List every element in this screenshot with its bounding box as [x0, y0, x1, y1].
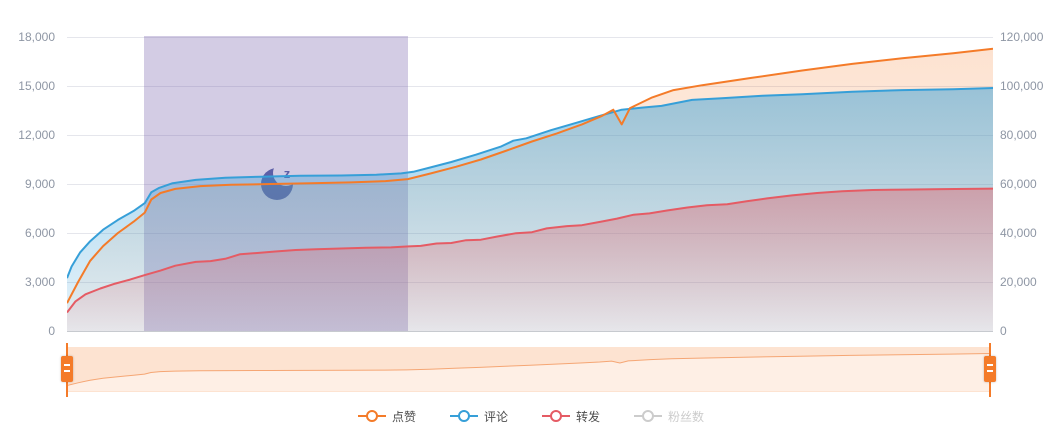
y-axis-right-tick-label: 40,000	[1000, 226, 1037, 240]
datazoom-handle-grip[interactable]	[984, 356, 996, 382]
area-转发	[67, 188, 993, 331]
gridline	[67, 135, 993, 136]
y-axis-right-tick-label: 100,000	[1000, 79, 1044, 93]
y-axis-left-tick-label: 3,000	[24, 275, 55, 289]
datazoom-shadow	[67, 348, 990, 386]
legend-line-icon	[634, 410, 663, 422]
chart-legend: 点赞 评论 转发 粉丝数	[0, 404, 1062, 428]
y-axis-left-tick-label: 0	[48, 324, 55, 338]
svg-text:z: z	[284, 166, 291, 181]
datazoom-handle-grip[interactable]	[61, 356, 73, 382]
gridline	[67, 37, 993, 38]
legend-label: 评论	[483, 409, 508, 424]
y-axis-right-tick-label: 20,000	[1000, 275, 1037, 289]
legend-item-转发[interactable]: 转发	[542, 408, 600, 425]
legend-label: 转发	[576, 409, 601, 424]
gridline	[67, 86, 993, 87]
legend-line-icon	[357, 410, 386, 422]
line-点赞	[67, 47, 993, 304]
line-转发	[67, 187, 993, 314]
y-axis-left-tick-label: 9,000	[24, 177, 55, 191]
y-axis-right-tick-label: 60,000	[1000, 177, 1037, 191]
y-axis-left-tick-label: 15,000	[18, 79, 55, 93]
legend-line-icon	[449, 410, 478, 422]
legend-label: 点赞	[391, 409, 416, 424]
y-axis-right-tick-label: 120,000	[1000, 30, 1044, 44]
y-axis-left-tick-label: 18,000	[18, 30, 55, 44]
y-axis-left-tick-label: 12,000	[18, 128, 55, 142]
y-axis-left-tick-label: 6,000	[24, 226, 55, 240]
datazoom-right-handle[interactable]	[983, 343, 997, 397]
legend-item-粉丝数[interactable]: 粉丝数	[634, 408, 704, 425]
legend-line-icon	[542, 410, 570, 422]
legend-item-点赞[interactable]: 点赞	[357, 408, 416, 425]
datazoom-slider[interactable]	[61, 343, 996, 397]
legend-label: 粉丝数	[668, 409, 705, 424]
line-评论	[67, 87, 993, 279]
datazoom-preview	[67, 348, 990, 386]
y-axis-right-tick-label: 80,000	[1000, 128, 1037, 142]
plot-area[interactable]	[67, 37, 993, 331]
x-axis-line	[67, 331, 993, 332]
legend-item-评论[interactable]: 评论	[449, 408, 508, 425]
y-axis-right-tick-label: 0	[1000, 324, 1007, 338]
datazoom-preview-line	[67, 353, 990, 386]
datazoom-left-handle[interactable]	[60, 343, 74, 397]
